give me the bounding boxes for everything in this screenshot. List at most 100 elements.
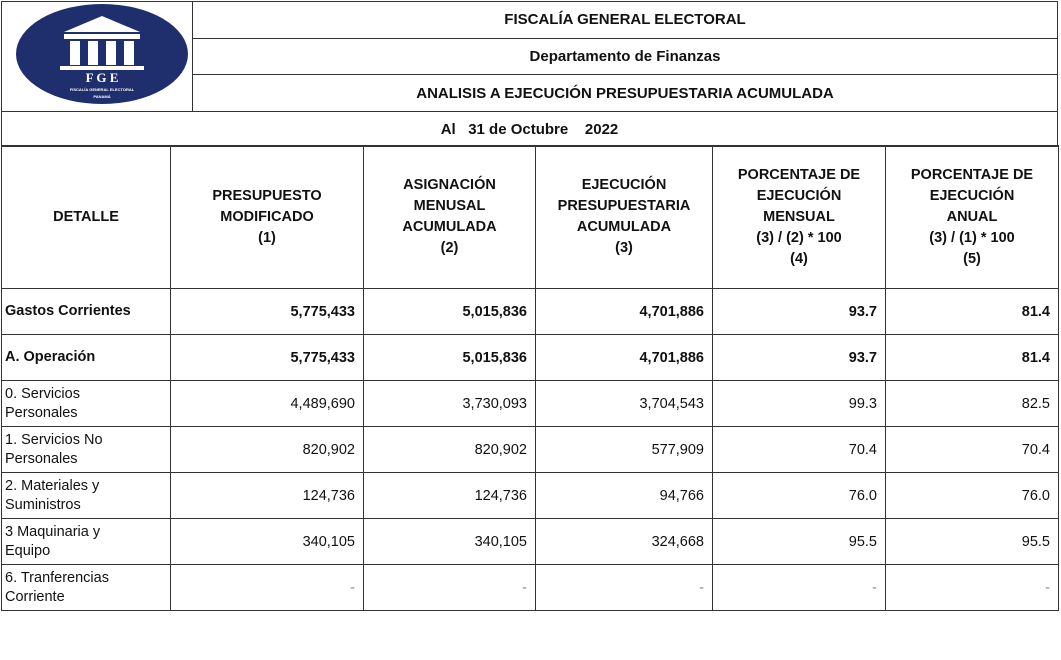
value-cell: 81.4	[885, 288, 1059, 335]
header-line: PRESUPUESTARIA	[557, 198, 691, 214]
cell-value: 324,668	[651, 533, 704, 550]
table-row: A. Operación 5,775,433 5,015,836 4,701,886 9…	[1, 334, 1059, 381]
header-line: EJECUCIÓN	[581, 177, 667, 193]
header-line: (1)	[258, 229, 276, 246]
value-cell: 70.4	[885, 426, 1059, 473]
row-label: 6. Tranferencias Corriente	[5, 569, 109, 605]
value-cell: 94,766	[535, 472, 713, 519]
row-label: 1. Servicios No Personales	[5, 431, 103, 467]
department: Departamento de Finanzas	[192, 37, 1058, 76]
report-title: ANALISIS A EJECUCIÓN PRESUPUESTARIA ACUM…	[192, 74, 1058, 112]
header-line: ACUMULADA	[576, 219, 672, 235]
value-cell: 820,902	[363, 426, 536, 473]
cell-value: 820,902	[302, 441, 355, 458]
logo-cell: F G E FISCALÍA GENERAL ELECTORAL PANAMÁ	[1, 1, 193, 112]
cell-value: 81.4	[1021, 303, 1050, 320]
column-header: PORCENTAJE DE EJECUCIÓN ANUAL (3) / (1) * 1…	[885, 145, 1059, 289]
cell-value: 577,909	[651, 441, 704, 458]
header-line: ANUAL	[946, 208, 998, 225]
table-row: 3 Maquinaria y Equipo 340,105 340,105 324,6…	[1, 518, 1059, 565]
value-cell: 3,704,543	[535, 380, 713, 427]
value-cell: -	[535, 564, 713, 611]
label-cell: 1. Servicios No Personales	[1, 426, 171, 473]
cell-value: 340,105	[302, 533, 355, 550]
row-label: A. Operación	[5, 349, 96, 365]
cell-value: 340,105	[474, 533, 527, 550]
value-cell: 577,909	[535, 426, 713, 473]
value-cell: -	[712, 564, 886, 611]
header-line: PRESUPUESTO	[212, 187, 322, 204]
value-cell: 76.0	[885, 472, 1059, 519]
cell-value: 5,015,836	[462, 303, 527, 320]
cell-value: 820,902	[474, 441, 527, 458]
header-line: MODIFICADO	[220, 208, 314, 225]
cell-value: 3,704,543	[639, 395, 704, 412]
cell-value: 70.4	[848, 441, 877, 458]
table-row: 0. Servicios Personales 4,489,690 3,730,09…	[1, 380, 1059, 427]
value-cell: 4,701,886	[535, 288, 713, 335]
report-date: Al 31 de Octubre 2022	[1, 111, 1058, 147]
column-header: PRESUPUESTO MODIFICADO (1)	[170, 145, 364, 289]
logo: F G E FISCALÍA GENERAL ELECTORAL PANAMÁ	[16, 4, 188, 104]
value-cell: 95.5	[885, 518, 1059, 565]
cell-value: 4,701,886	[639, 349, 704, 366]
cell-value: 5,775,433	[290, 349, 355, 366]
value-cell: 82.5	[885, 380, 1059, 427]
value-cell: 124,736	[170, 472, 364, 519]
cell-value: 93.7	[848, 303, 877, 320]
value-cell: 340,105	[170, 518, 364, 565]
table-row: Gastos Corrientes 5,775,433 5,015,836 4,701…	[1, 288, 1059, 335]
cell-value: -	[350, 579, 355, 596]
value-cell: 5,775,433	[170, 288, 364, 335]
value-cell: 4,489,690	[170, 380, 364, 427]
value-cell: 93.7	[712, 288, 886, 335]
cell-value: 70.4	[1021, 441, 1050, 458]
header-line: MENUSAL	[413, 198, 486, 214]
value-cell: 81.4	[885, 334, 1059, 381]
value-cell: 70.4	[712, 426, 886, 473]
column-header: ASIGNACIÓN MENUSAL ACUMULADA (2)	[363, 145, 536, 289]
value-cell: 3,730,093	[363, 380, 536, 427]
row-label: 0. Servicios Personales	[5, 385, 80, 421]
cell-value: 81.4	[1021, 349, 1050, 366]
value-cell: 324,668	[535, 518, 713, 565]
value-cell: 99.3	[712, 380, 886, 427]
label-cell: 3 Maquinaria y Equipo	[1, 518, 171, 565]
value-cell: 5,015,836	[363, 334, 536, 381]
value-cell: -	[363, 564, 536, 611]
header-line: (5)	[963, 250, 981, 267]
cell-value: 3,730,093	[462, 395, 527, 412]
label-cell: Gastos Corrientes	[1, 288, 171, 335]
report-header: F G E FISCALÍA GENERAL ELECTORAL PANAMÁ …	[1, 1, 1058, 147]
cell-value: 95.5	[1021, 533, 1050, 550]
cell-value: 4,701,886	[639, 303, 704, 320]
header-line: EJECUCIÓN	[756, 187, 842, 204]
value-cell: 124,736	[363, 472, 536, 519]
logo-initials: F G E	[86, 70, 119, 85]
cell-value: 99.3	[848, 395, 877, 412]
value-cell: 340,105	[363, 518, 536, 565]
cell-value: 93.7	[848, 349, 877, 366]
header-line: ASIGNACIÓN	[403, 177, 496, 193]
cell-value: 5,775,433	[290, 303, 355, 320]
header-line: ACUMULADA	[402, 219, 497, 235]
cell-value: 82.5	[1021, 395, 1050, 412]
title: FISCALÍA GENERAL ELECTORAL	[192, 1, 1058, 39]
cell-value: 4,489,690	[290, 395, 355, 412]
value-cell: 4,701,886	[535, 334, 713, 381]
cell-value: 94,766	[659, 487, 704, 504]
cell-value: -	[872, 579, 877, 596]
cell-value: 5,015,836	[462, 349, 527, 366]
column-header: DETALLE	[1, 145, 171, 289]
row-label: Gastos Corrientes	[5, 303, 131, 319]
header-line: EJECUCIÓN	[929, 187, 1015, 204]
value-cell: 820,902	[170, 426, 364, 473]
header-line: (3) / (1) * 100	[929, 229, 1015, 246]
label-cell: 6. Tranferencias Corriente	[1, 564, 171, 611]
value-cell: -	[170, 564, 364, 611]
cell-value: 124,736	[302, 487, 355, 504]
header-line: MENSUAL	[763, 208, 835, 225]
logo-text: PANAMÁ	[93, 94, 110, 99]
header-line: PORCENTAJE DE	[910, 166, 1034, 183]
